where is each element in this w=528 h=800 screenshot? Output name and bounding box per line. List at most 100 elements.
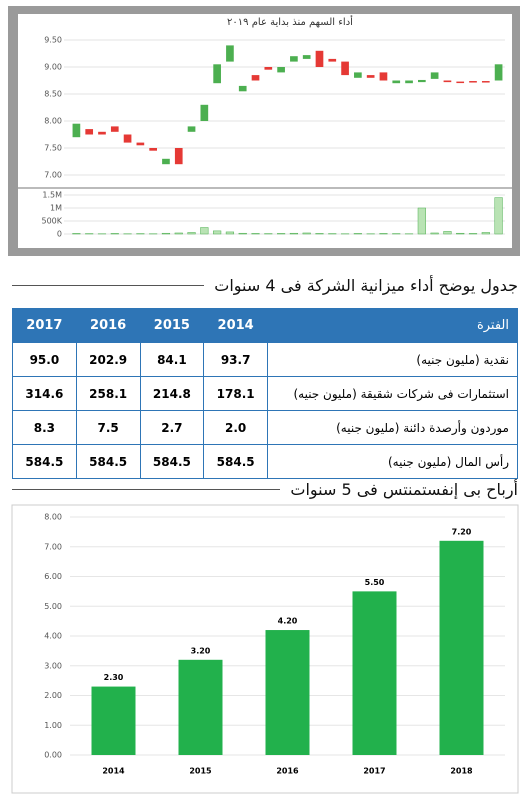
volume-bar	[174, 232, 183, 235]
bar	[352, 591, 397, 755]
candle	[341, 61, 349, 76]
volume-bar	[187, 232, 196, 235]
chart-title: أرباح بى إنفستمنتس فى 5 سنوات	[12, 480, 518, 499]
bar	[91, 686, 136, 755]
volume-bar	[481, 232, 490, 235]
candle	[443, 80, 452, 83]
y2-tick-label: 1.5M	[42, 191, 62, 200]
y-tick-label: 5.00	[44, 602, 62, 611]
header-cell: 2017	[12, 308, 77, 343]
y-tick-label: 6.00	[44, 572, 62, 581]
candle	[481, 81, 490, 83]
y2-tick-label: 500K	[41, 217, 62, 226]
table-cell: 258.1	[75, 376, 141, 411]
volume-bar	[417, 207, 426, 235]
volume-bar	[289, 232, 298, 235]
table-row: موردون وأرصدة دائنة (مليون جنيه) 2.0 2.7 7.…	[12, 410, 518, 445]
candle	[226, 45, 234, 62]
x-tick-label: 2015	[189, 767, 212, 776]
candle	[136, 142, 145, 146]
table-cell: 2.7	[139, 410, 205, 445]
y2-tick-label: 0	[57, 230, 62, 239]
volume-bar	[251, 233, 260, 235]
volume-bar	[468, 233, 478, 235]
candle	[277, 67, 285, 73]
candle	[123, 134, 132, 143]
value-label: 4.20	[278, 617, 298, 626]
value-label: 2.30	[104, 673, 124, 682]
header-cell: 2016	[75, 308, 141, 343]
value-label: 3.20	[191, 646, 211, 655]
volume-bar	[213, 230, 222, 235]
y-tick-label: 7.00	[44, 171, 62, 180]
table-row: رأس المال (مليون جنيه) 584.5 584.5 584.5 584…	[12, 444, 518, 479]
y-tick-label: 8.00	[44, 117, 62, 126]
table-cell: 2.0	[203, 410, 268, 445]
candle	[264, 67, 273, 70]
candle	[469, 81, 477, 83]
table-cell: 584.5	[203, 444, 268, 479]
candle	[238, 85, 247, 92]
x-tick-label: 2016	[276, 767, 299, 776]
y-tick-label: 7.00	[44, 542, 62, 551]
table-cell: 202.9	[75, 342, 141, 377]
volume-bar	[161, 232, 171, 235]
volume-bar	[353, 233, 362, 235]
value-label: 5.50	[365, 578, 385, 587]
table-cell: 584.5	[75, 444, 141, 479]
table-cell: 84.1	[139, 342, 205, 377]
candle	[187, 126, 196, 132]
volume-bar	[110, 233, 119, 235]
table-cell: نقدية (مليون جنيه)	[267, 342, 518, 377]
volume-bar	[443, 231, 452, 235]
x-tick-label: 2014	[102, 767, 125, 776]
candle	[98, 131, 106, 135]
y-tick-label: 9.50	[44, 36, 62, 45]
candle	[354, 72, 362, 78]
volume-bar	[277, 233, 286, 235]
candle	[200, 104, 209, 121]
table-cell: 584.5	[139, 444, 205, 479]
chart-title: أداء السهم منذ بداية عام ٢٠١٩	[227, 15, 353, 28]
table-title: جدول يوضح أداء ميزانية الشركة فى 4 سنوات	[12, 276, 518, 295]
volume-bar	[302, 232, 311, 235]
table-cell: 7.5	[75, 410, 141, 445]
candle	[328, 58, 337, 62]
y-tick-label: 2.00	[44, 691, 62, 700]
candle	[379, 72, 388, 81]
header-cell: الفترة	[267, 308, 518, 343]
plot-background	[18, 14, 512, 248]
header-row: الفترة 2014 2015 2016 2017	[12, 308, 518, 343]
x-tick-label: 2017	[363, 767, 385, 776]
y-tick-label: 8.00	[44, 513, 62, 522]
volume-bar	[430, 232, 439, 235]
candle	[110, 126, 119, 132]
table-cell: استثمارات فى شركات شقيقة (مليون جنيه)	[267, 376, 518, 411]
stock-chart: أداء السهم منذ بداية عام ٢٠١٩ 7.00 7.50 8.…	[8, 6, 520, 256]
x-tick-label: 2018	[450, 767, 473, 776]
table-cell: 214.8	[139, 376, 205, 411]
y2-tick-label: 1M	[50, 204, 62, 213]
volume-bar	[315, 233, 324, 235]
candle	[392, 80, 401, 84]
candle	[290, 56, 298, 62]
candle	[430, 72, 439, 79]
bar	[439, 540, 484, 755]
table-cell: 178.1	[203, 376, 268, 411]
volume-bar	[456, 232, 465, 235]
y-tick-label: 3.00	[44, 661, 62, 670]
candle	[366, 75, 375, 78]
table-cell: 95.0	[12, 342, 77, 377]
candle	[162, 158, 170, 165]
table-row: نقدية (مليون جنيه) 93.7 84.1 202.9 95.0	[12, 342, 518, 377]
y-tick-label: 7.50	[44, 144, 62, 153]
bar	[265, 630, 310, 755]
volume-bar	[225, 231, 235, 235]
y-tick-label: 0.00	[44, 751, 62, 760]
candle	[72, 123, 81, 138]
balance-table: الفترة 2014 2015 2016 2017 نقدية (مليون جنيه)…	[12, 308, 518, 479]
candle	[302, 55, 311, 59]
candle	[418, 79, 426, 83]
bar	[178, 659, 223, 755]
